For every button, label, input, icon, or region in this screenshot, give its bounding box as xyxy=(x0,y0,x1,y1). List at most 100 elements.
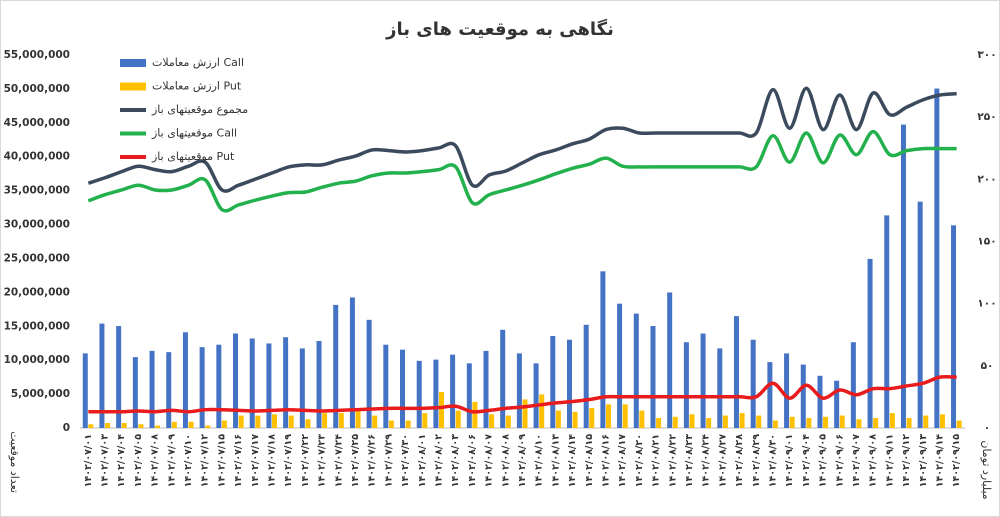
x-tick-label: ۱۴۰۲/۰۸/۱۷ xyxy=(617,434,628,488)
bar xyxy=(889,413,895,428)
bar xyxy=(199,347,205,428)
bar xyxy=(483,350,489,428)
x-tick-label: ۱۴۰۲/۰۸/۰۶ xyxy=(467,434,478,487)
x-tick-label: ۱۴۰۲/۰۹/۰۸ xyxy=(868,434,879,488)
bar xyxy=(422,413,428,428)
x-tick-label: ۱۴۰۲/۰۸/۱۵ xyxy=(584,434,595,488)
x-tick-label: ۱۴۰۲/۰۸/۲۱ xyxy=(651,434,662,487)
bar xyxy=(333,304,339,428)
y2-tick-label: ۰ xyxy=(984,422,990,434)
bar xyxy=(683,342,689,428)
bar xyxy=(784,353,790,428)
y2-axis-title: میلیارد تومان xyxy=(980,440,993,499)
x-tick-label: ۱۴۰۲/۰۹/۱۳ xyxy=(918,434,929,488)
bar xyxy=(566,339,572,428)
bar xyxy=(906,418,912,428)
bar xyxy=(216,344,222,428)
x-tick-label: ۱۴۰۲/۰۸/۲۲ xyxy=(667,434,678,488)
x-tick-label: ۱۴۰۲/۰۷/۱۵ xyxy=(216,434,227,488)
x-tick-label: ۱۴۰۲/۰۸/۰۸ xyxy=(500,434,511,488)
bar xyxy=(366,319,372,428)
x-tick-label: ۱۴۰۲/۰۸/۲۴ xyxy=(701,434,712,488)
bar xyxy=(617,303,623,428)
x-tick-label: ۱۴۰۲/۰۷/۰۳ xyxy=(100,434,111,488)
bar xyxy=(182,332,188,428)
legend-label: موقعیتهای باز Put xyxy=(151,150,235,163)
x-tick-label: ۱۴۰۲/۰۸/۱۴ xyxy=(567,434,578,488)
y-tick-label: 25,000,000 xyxy=(4,252,70,264)
y2-tick-label: ۳۰۰ xyxy=(977,49,996,61)
x-tick-label: ۱۴۰۲/۰۷/۲۹ xyxy=(383,434,394,488)
x-tick-label: ۱۴۰۲/۰۸/۰۷ xyxy=(484,434,495,488)
bar xyxy=(450,354,456,428)
bar xyxy=(900,124,906,429)
legend-swatch xyxy=(120,82,146,91)
bar xyxy=(667,292,673,428)
bar xyxy=(867,258,873,428)
x-tick-label: ۱۴۰۲/۰۸/۰۲ xyxy=(434,434,445,488)
bar xyxy=(516,353,522,428)
bar xyxy=(138,424,144,428)
bar xyxy=(572,411,578,428)
bar xyxy=(266,343,272,428)
y-tick-label: 45,000,000 xyxy=(4,117,70,129)
chart-title: نگاهی به موقعیت های باز xyxy=(385,18,614,40)
bar xyxy=(166,352,172,428)
x-tick-label: ۱۴۰۲/۰۷/۰۴ xyxy=(116,434,127,488)
bar xyxy=(416,360,422,428)
y-tick-label: 10,000,000 xyxy=(4,354,70,366)
bar xyxy=(884,215,890,428)
bar xyxy=(639,410,645,428)
legend-label: ارزش معاملات Put xyxy=(152,80,242,93)
bar xyxy=(238,415,244,428)
x-tick-label: ۱۴۰۲/۰۷/۱۲ xyxy=(200,434,211,488)
y-axis-title: تعداد موقعیت xyxy=(8,431,21,493)
bar xyxy=(939,414,945,428)
bar xyxy=(88,424,94,428)
x-tick-label: ۱۴۰۲/۰۸/۰۱ xyxy=(417,434,428,487)
bar xyxy=(633,313,639,428)
y2-tick-label: ۱۰۰ xyxy=(977,298,996,310)
bar xyxy=(316,340,322,428)
y2-tick-label: ۵۰ xyxy=(981,360,994,372)
bar xyxy=(956,420,962,428)
bar xyxy=(622,404,628,428)
x-tick-label: ۱۴۰۲/۰۷/۱۸ xyxy=(267,434,278,488)
bar xyxy=(789,416,795,428)
x-tick-label: ۱۴۰۲/۰۷/۱۶ xyxy=(233,434,244,487)
bar xyxy=(82,353,88,428)
bar xyxy=(305,419,311,428)
y2-tick-label: ۱۵۰ xyxy=(977,236,996,248)
x-tick-label: ۱۴۰۲/۰۷/۲۵ xyxy=(350,434,361,488)
legend-swatch xyxy=(120,59,146,67)
bar xyxy=(171,421,177,428)
bar xyxy=(255,415,261,428)
bar xyxy=(105,423,111,428)
y2-tick-label: ۲۰۰ xyxy=(977,173,996,185)
bar xyxy=(823,416,829,428)
legend-label: موقعیتهای باز Call xyxy=(151,127,237,140)
x-tick-label: ۱۴۰۲/۰۹/۱۱ xyxy=(884,434,895,487)
bar xyxy=(155,425,161,428)
bar xyxy=(650,326,656,428)
x-tick-label: ۱۴۰۲/۰۸/۲۸ xyxy=(734,434,745,488)
bar xyxy=(372,415,378,428)
x-tick-label: ۱۴۰۲/۰۷/۰۵ xyxy=(133,434,144,488)
legend-label: مجموع موقعیتهای باز xyxy=(151,103,248,116)
y-tick-label: 55,000,000 xyxy=(4,49,70,61)
x-tick-label: ۱۴۰۲/۰۷/۰۸ xyxy=(150,434,161,488)
x-tick-label: ۱۴۰۲/۰۸/۳۰ xyxy=(767,434,778,487)
bar xyxy=(233,333,239,428)
bar xyxy=(355,409,361,428)
y-tick-label: 35,000,000 xyxy=(4,185,70,197)
y-tick-label: 50,000,000 xyxy=(4,83,70,95)
bar xyxy=(338,413,344,428)
bar xyxy=(322,413,328,428)
bar xyxy=(400,349,406,428)
bar xyxy=(522,399,528,428)
x-tick-label: ۱۴۰۲/۰۷/۲۶ xyxy=(367,434,378,487)
bar xyxy=(739,413,745,428)
bar xyxy=(466,363,472,428)
